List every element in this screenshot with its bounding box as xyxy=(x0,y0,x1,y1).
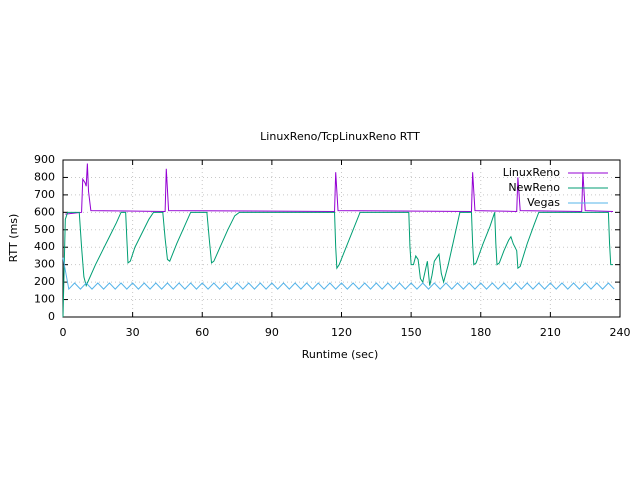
y-tick-label: 600 xyxy=(34,205,55,218)
x-tick-label: 180 xyxy=(470,326,491,339)
legend-label: NewReno xyxy=(508,181,560,194)
y-tick-label: 0 xyxy=(48,310,55,323)
series-line xyxy=(62,257,615,291)
x-tick-label: 210 xyxy=(540,326,561,339)
y-axis-label: RTT (ms) xyxy=(7,214,20,263)
chart-title: LinuxReno/TcpLinuxReno RTT xyxy=(260,130,420,143)
x-tick-label: 0 xyxy=(60,326,67,339)
y-tick-label: 500 xyxy=(34,223,55,236)
y-tick-label: 900 xyxy=(34,153,55,166)
y-tick-label: 700 xyxy=(34,188,55,201)
x-tick-label: 150 xyxy=(401,326,422,339)
plot-border xyxy=(62,159,621,318)
x-tick-label: 120 xyxy=(331,326,352,339)
legend-label: LinuxReno xyxy=(503,166,561,179)
y-tick-label: 300 xyxy=(34,258,55,271)
series-line xyxy=(65,163,614,215)
y-tick-label: 800 xyxy=(34,170,55,183)
series-line xyxy=(62,211,614,318)
y-tick-label: 100 xyxy=(34,293,55,306)
x-tick-label: 90 xyxy=(265,326,279,339)
y-tick-label: 400 xyxy=(34,240,55,253)
x-axis-label: Runtime (sec) xyxy=(302,348,379,361)
y-tick-label: 200 xyxy=(34,275,55,288)
x-tick-label: 30 xyxy=(126,326,140,339)
x-tick-label: 60 xyxy=(195,326,209,339)
legend-label: Vegas xyxy=(527,196,560,209)
x-tick-label: 240 xyxy=(610,326,631,339)
